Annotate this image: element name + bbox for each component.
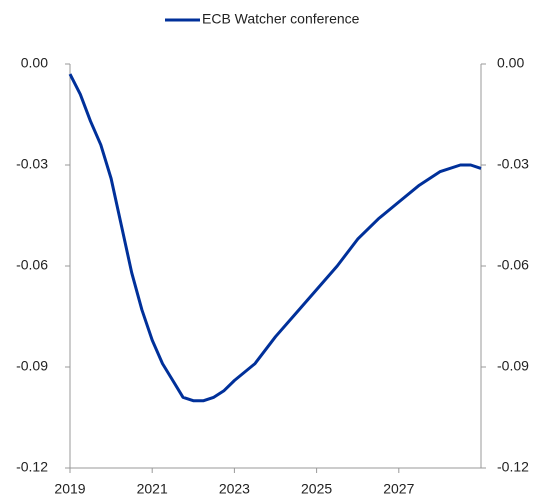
y2-tick-label: 0.00 [497,55,524,71]
x-tick-label: 2027 [383,481,414,497]
legend-label: ECB Watcher conference [202,11,360,27]
x-tick-label: 2019 [54,481,85,497]
y-tick-label: 0.00 [21,55,48,71]
y2-tick-label: -0.06 [497,257,529,273]
x-tick-label: 2025 [301,481,332,497]
x-tick-label: 2023 [219,481,250,497]
line-series [68,73,482,403]
y-tick-label: -0.09 [16,358,48,374]
y-tick-label: -0.12 [16,459,48,475]
y2-tick-label: -0.03 [497,156,529,172]
y2-tick-label: -0.09 [497,358,529,374]
y-tick-label: -0.03 [16,156,48,172]
y2-tick-label: -0.12 [497,459,529,475]
x-tick-label: 2021 [137,481,168,497]
y-tick-label: -0.06 [16,257,48,273]
